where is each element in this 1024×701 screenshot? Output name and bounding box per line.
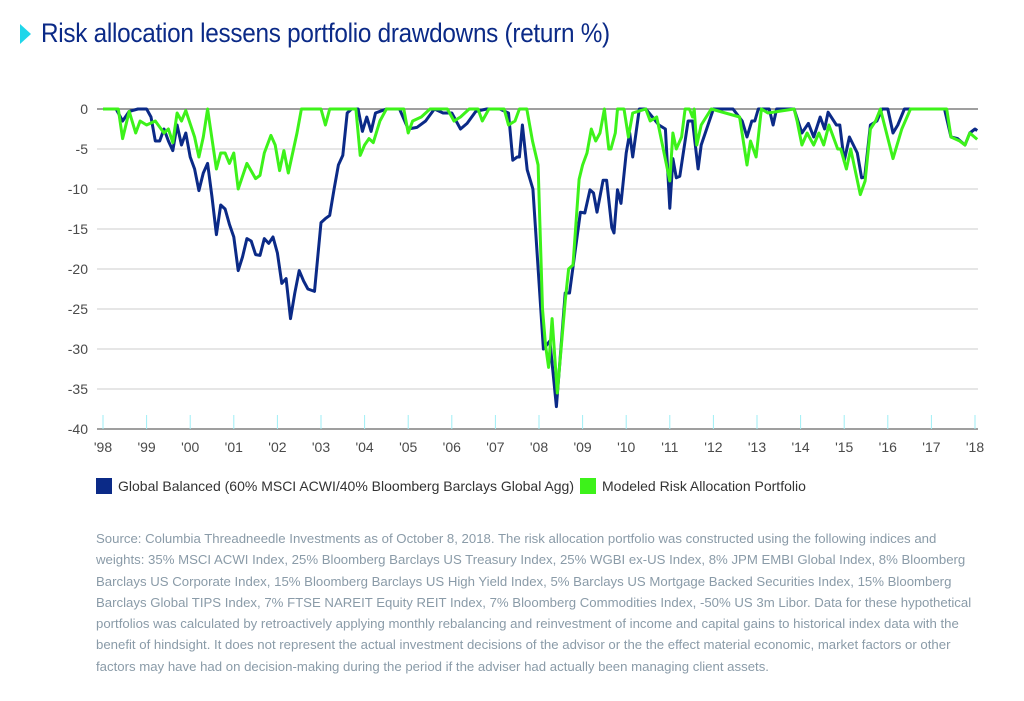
source-line: portfolios was calculated by retroactive… — [96, 616, 959, 632]
x-tick-label: '14 — [791, 439, 809, 455]
legend-item-global-balanced: Global Balanced (60% MSCI ACWI/40% Bloom… — [96, 478, 574, 494]
x-tick-label: '99 — [137, 439, 155, 455]
y-axis-ticks: 0 -5 -10 -15 -20 -25 -30 -35 -40 — [68, 101, 88, 437]
source-line: Barclays US Corporate Index, 15% Bloombe… — [96, 573, 952, 589]
legend-item-risk-allocation: Modeled Risk Allocation Portfolio — [580, 478, 806, 494]
title-marker-icon — [20, 23, 31, 44]
legend-label-risk-allocation: Modeled Risk Allocation Portfolio — [602, 478, 806, 494]
x-tick-label: '06 — [443, 439, 461, 455]
x-tick-label: '16 — [879, 439, 897, 455]
x-tick-label: '12 — [704, 439, 722, 455]
x-tick-label: '98 — [94, 439, 112, 455]
chart-title: Risk allocation lessens portfolio drawdo… — [41, 18, 610, 48]
source-line: benefit of hindsight. It does not repres… — [96, 637, 951, 653]
x-tick-label: '00 — [181, 439, 199, 455]
source-note: Source: Columbia Threadneedle Investment… — [96, 528, 996, 677]
y-tick-label: -15 — [68, 221, 88, 237]
legend-label-global-balanced: Global Balanced (60% MSCI ACWI/40% Bloom… — [118, 478, 574, 494]
source-line: Barclays Global TIPS Index, 7% FTSE NARE… — [96, 594, 972, 610]
x-tick-label: '09 — [573, 439, 591, 455]
legend-swatch-risk-allocation — [580, 478, 596, 494]
y-tick-label: -40 — [68, 421, 88, 437]
y-tick-label: -30 — [68, 341, 88, 357]
x-tick-label: '02 — [268, 439, 286, 455]
x-tick-label: '18 — [966, 439, 984, 455]
x-tick-label: '15 — [835, 439, 853, 455]
y-tick-label: 0 — [80, 101, 88, 117]
x-tick-label: '01 — [225, 439, 243, 455]
x-axis-ticks: '98 '99 '00 '01 '02 '03 '04 '05 '06 '07 '08 '09 '10 '… — [94, 415, 984, 455]
y-tick-label: -10 — [68, 181, 88, 197]
drawdown-chart: 0 -5 -10 -15 -20 -25 -30 -35 -40 '98 '99 '00 '01 '02… — [68, 101, 985, 455]
x-tick-label: '04 — [355, 439, 373, 455]
source-line: weights: 35% MSCI ACWI Index, 25% Bloomb… — [96, 552, 966, 568]
y-tick-label: -20 — [68, 261, 88, 277]
series-line-global-balanced — [103, 107, 979, 409]
x-tick-label: '17 — [922, 439, 940, 455]
source-line: factors may have had on decision-making … — [96, 658, 769, 674]
y-tick-label: -35 — [68, 381, 88, 397]
series-lines — [103, 107, 979, 409]
gridlines — [97, 108, 978, 430]
x-tick-label: '07 — [486, 439, 504, 455]
legend: Global Balanced (60% MSCI ACWI/40% Bloom… — [96, 478, 812, 494]
x-tick-label: '03 — [312, 439, 330, 455]
legend-swatch-global-balanced — [96, 478, 112, 494]
x-tick-label: '05 — [399, 439, 417, 455]
x-tick-label: '10 — [617, 439, 635, 455]
x-tick-label: '13 — [748, 439, 766, 455]
series-line-risk-allocation — [103, 107, 979, 395]
x-tick-label: '11 — [661, 439, 678, 455]
y-tick-label: -25 — [68, 301, 88, 317]
source-line: Source: Columbia Threadneedle Investment… — [96, 531, 937, 546]
y-tick-label: -5 — [76, 141, 89, 157]
title-block: Risk allocation lessens portfolio drawdo… — [20, 18, 673, 49]
x-tick-label: '08 — [530, 439, 548, 455]
